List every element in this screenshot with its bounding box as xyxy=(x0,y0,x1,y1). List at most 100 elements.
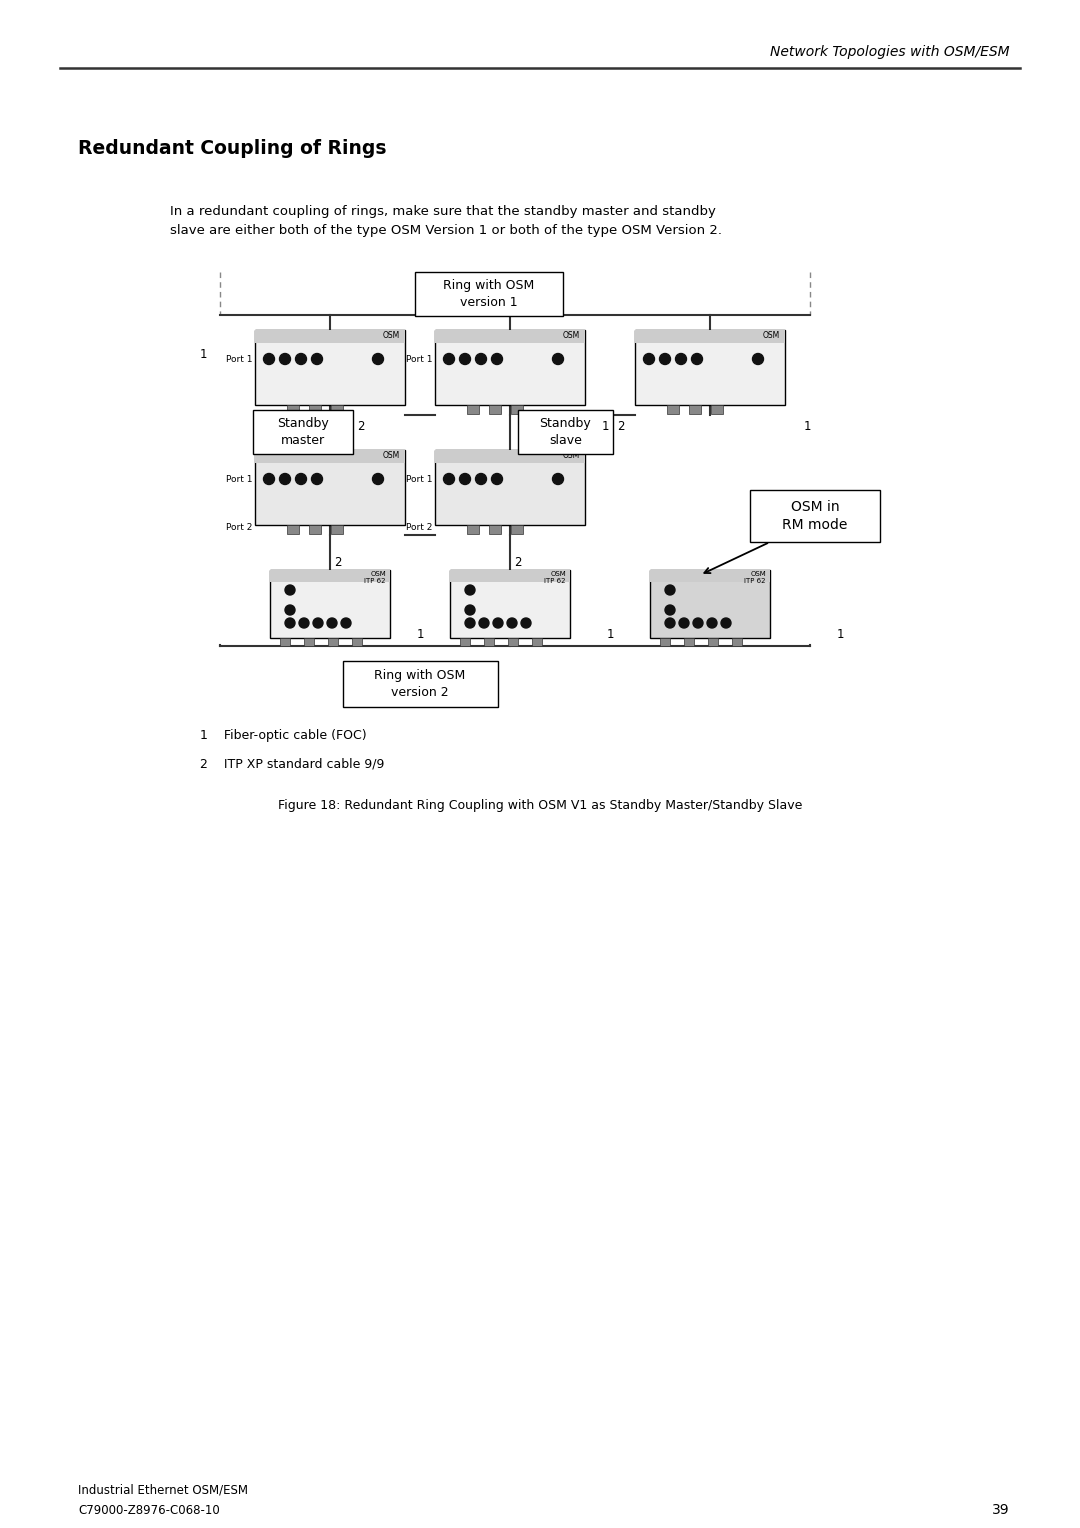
Bar xyxy=(435,330,585,405)
Bar xyxy=(667,405,679,414)
Text: Port 2: Port 2 xyxy=(406,524,432,532)
Circle shape xyxy=(644,353,654,365)
Bar xyxy=(330,405,343,414)
Bar xyxy=(253,410,353,454)
Bar xyxy=(280,639,291,646)
Bar xyxy=(518,410,613,454)
Text: Redundant Coupling of Rings: Redundant Coupling of Rings xyxy=(78,139,387,157)
Text: Figure 18: Redundant Ring Coupling with OSM V1 as Standby Master/Standby Slave: Figure 18: Redundant Ring Coupling with … xyxy=(278,799,802,813)
Circle shape xyxy=(285,617,295,628)
Circle shape xyxy=(373,353,383,365)
Bar xyxy=(270,570,390,639)
Text: Port 1: Port 1 xyxy=(405,354,432,364)
Circle shape xyxy=(721,617,731,628)
Text: Ring with OSM
version 2: Ring with OSM version 2 xyxy=(375,669,465,698)
Bar xyxy=(255,451,405,526)
Text: Port 2: Port 2 xyxy=(226,524,252,532)
Bar xyxy=(750,490,880,542)
Circle shape xyxy=(660,353,671,365)
Bar xyxy=(309,526,321,533)
Circle shape xyxy=(341,617,351,628)
Bar xyxy=(467,405,480,414)
Circle shape xyxy=(475,474,486,484)
Text: Port 1: Port 1 xyxy=(226,354,252,364)
Bar xyxy=(489,526,501,533)
Bar xyxy=(684,639,694,646)
Bar xyxy=(435,330,585,342)
Text: Ring with OSM
version 1: Ring with OSM version 1 xyxy=(444,280,535,309)
Bar xyxy=(650,570,770,582)
Circle shape xyxy=(311,474,323,484)
Circle shape xyxy=(507,617,517,628)
Text: 1: 1 xyxy=(804,420,811,434)
Text: OSM: OSM xyxy=(382,451,400,460)
Circle shape xyxy=(280,353,291,365)
Circle shape xyxy=(285,585,295,594)
Text: OSM: OSM xyxy=(382,332,400,341)
Circle shape xyxy=(465,605,475,614)
Text: 1: 1 xyxy=(199,348,206,362)
Bar xyxy=(660,639,670,646)
Circle shape xyxy=(280,474,291,484)
Text: OSM
ITP 62: OSM ITP 62 xyxy=(365,571,386,584)
Text: Port 1: Port 1 xyxy=(226,475,252,483)
Bar xyxy=(532,639,542,646)
Text: OSM in
RM mode: OSM in RM mode xyxy=(782,500,848,532)
Text: Port 1: Port 1 xyxy=(405,475,432,483)
Circle shape xyxy=(693,617,703,628)
Circle shape xyxy=(665,605,675,614)
Bar xyxy=(635,330,785,342)
Circle shape xyxy=(373,474,383,484)
Circle shape xyxy=(465,585,475,594)
Bar xyxy=(732,639,742,646)
Circle shape xyxy=(459,474,471,484)
Bar xyxy=(255,330,405,405)
Circle shape xyxy=(459,353,471,365)
Circle shape xyxy=(264,353,274,365)
Text: 1    Fiber-optic cable (FOC): 1 Fiber-optic cable (FOC) xyxy=(200,729,366,743)
Bar xyxy=(708,639,718,646)
Text: OSM: OSM xyxy=(563,332,580,341)
Bar xyxy=(303,639,314,646)
Bar xyxy=(330,526,343,533)
Bar xyxy=(460,639,470,646)
Circle shape xyxy=(491,353,502,365)
Bar xyxy=(450,570,570,639)
Text: 2: 2 xyxy=(334,556,341,570)
Bar xyxy=(450,570,570,582)
Bar xyxy=(287,405,299,414)
Text: 39: 39 xyxy=(993,1504,1010,1517)
Text: OSM: OSM xyxy=(563,451,580,460)
Bar xyxy=(511,405,523,414)
Bar xyxy=(689,405,701,414)
Bar xyxy=(467,526,480,533)
Circle shape xyxy=(465,617,475,628)
Text: 2: 2 xyxy=(514,556,522,570)
Circle shape xyxy=(299,617,309,628)
Bar xyxy=(352,639,362,646)
Circle shape xyxy=(491,474,502,484)
Text: 2: 2 xyxy=(357,420,365,434)
Bar xyxy=(270,570,390,582)
Circle shape xyxy=(492,617,503,628)
Circle shape xyxy=(691,353,702,365)
Circle shape xyxy=(665,617,675,628)
Text: C79000-Z8976-C068-10: C79000-Z8976-C068-10 xyxy=(78,1504,219,1516)
Bar xyxy=(255,451,405,463)
Circle shape xyxy=(753,353,764,365)
Circle shape xyxy=(480,617,489,628)
Text: OSM
ITP 62: OSM ITP 62 xyxy=(744,571,766,584)
Circle shape xyxy=(553,474,564,484)
Circle shape xyxy=(296,353,307,365)
Text: 1: 1 xyxy=(606,628,613,640)
Text: 1: 1 xyxy=(836,628,843,640)
Bar xyxy=(511,526,523,533)
Bar xyxy=(435,451,585,526)
Bar xyxy=(309,405,321,414)
Bar xyxy=(508,639,518,646)
Text: 1: 1 xyxy=(416,628,423,640)
Bar xyxy=(650,570,770,639)
Text: Industrial Ethernet OSM/ESM: Industrial Ethernet OSM/ESM xyxy=(78,1484,248,1496)
Bar xyxy=(415,272,563,316)
Text: In a redundant coupling of rings, make sure that the standby master and standby
: In a redundant coupling of rings, make s… xyxy=(170,205,723,237)
